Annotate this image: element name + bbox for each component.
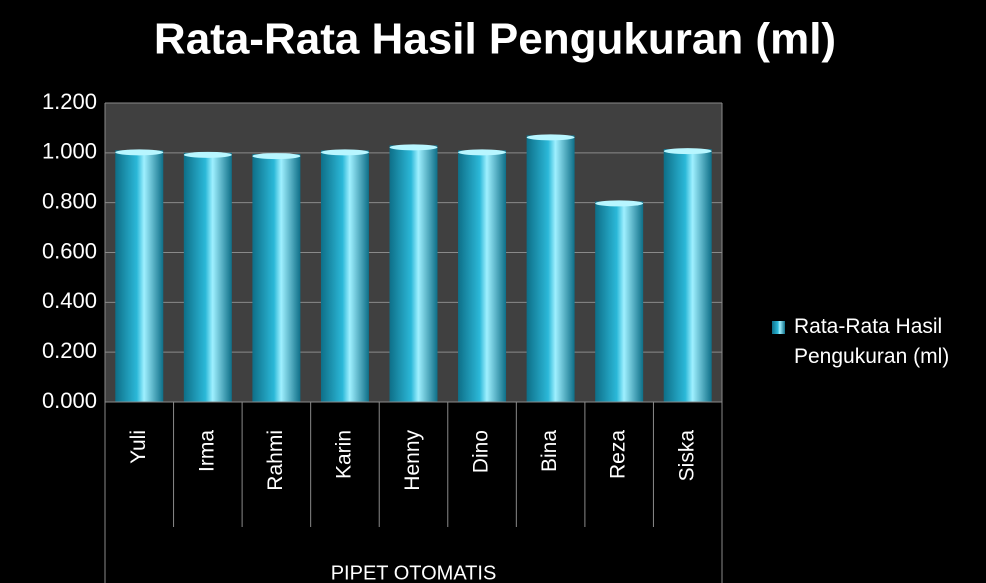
y-tick-label: 0.200 [42, 338, 97, 363]
x-tick-label: Karin [332, 430, 355, 479]
bar-cap [595, 200, 644, 207]
x-tick-label: Rahmi [264, 430, 287, 491]
bar [320, 150, 369, 402]
bar-cap [389, 144, 438, 151]
group-label: PIPET OTOMATIS [331, 562, 497, 583]
y-tick-label: 1.200 [42, 89, 97, 114]
bar-cap [526, 134, 575, 141]
bar [183, 152, 232, 402]
x-tick-label: Dino [470, 430, 493, 473]
y-tick-label: 0.800 [42, 188, 97, 213]
bar [115, 150, 164, 402]
bar-cap [252, 153, 301, 160]
bar [252, 154, 301, 402]
x-tick-label: Reza [607, 430, 630, 479]
chart-title: Rata-Rata Hasil Pengukuran (ml) [154, 15, 836, 64]
x-tick-label: Yuli [127, 430, 150, 464]
bar [526, 135, 575, 402]
bar [458, 150, 507, 402]
bar-cap [183, 151, 232, 158]
y-tick-label: 0.600 [42, 238, 97, 263]
y-tick-label: 0.400 [42, 288, 97, 313]
x-tick-label: Bina [538, 430, 561, 472]
x-tick-label: Henny [401, 430, 424, 491]
bar [389, 145, 438, 402]
legend-marker [772, 321, 785, 334]
bar-cap [663, 148, 712, 155]
x-tick-label: Irma [195, 430, 218, 472]
bar-cap [320, 149, 369, 156]
bar [663, 149, 712, 402]
y-tick-label: 1.000 [42, 139, 97, 164]
x-tick-label: Siska [675, 430, 698, 482]
bar [595, 201, 644, 402]
legend-label: Rata-Rata Hasil Pengukuran (ml) [794, 315, 950, 368]
y-tick-label: 0.000 [42, 388, 97, 413]
bar-cap [458, 149, 507, 156]
bar-cap [115, 149, 164, 156]
